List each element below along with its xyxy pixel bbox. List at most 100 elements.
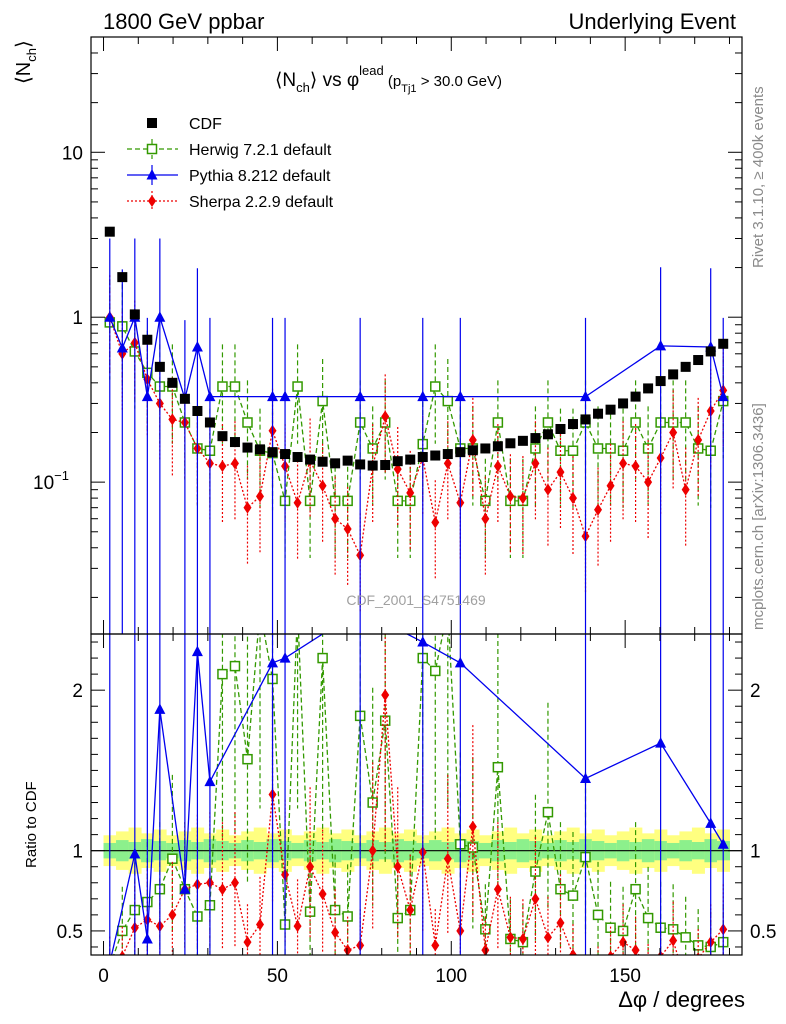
- sherpa-ratio-point: [243, 936, 252, 949]
- sherpa-point: [230, 457, 239, 470]
- cdf-point: [555, 423, 566, 434]
- cdf-point: [680, 361, 691, 372]
- pythia-ratio-point: [179, 883, 191, 894]
- cdf-point: [655, 376, 666, 387]
- ratio-y-tick-label: 2: [72, 681, 83, 702]
- legend-label-pythia: Pythia 8.212 default: [189, 168, 331, 185]
- cdf-point: [580, 414, 591, 425]
- herwig-point: [592, 443, 604, 454]
- header-left-label: 1800 GeV ppbar: [103, 9, 265, 34]
- cdf-point: [380, 460, 391, 471]
- sherpa-point: [594, 503, 603, 516]
- cdf-point: [630, 391, 641, 402]
- herwig-point: [567, 445, 579, 456]
- herwig-ratio-point: [642, 912, 654, 924]
- pythia-ratio-point: [191, 645, 203, 657]
- sherpa-point: [506, 490, 515, 503]
- ratio-x-tick-label: 150: [609, 966, 641, 987]
- pythia-point: [267, 390, 279, 402]
- herwig-ratio-point: [492, 761, 504, 773]
- pythia-point: [580, 390, 592, 402]
- sherpa-point: [381, 410, 390, 423]
- cdf-point: [217, 431, 228, 442]
- herwig-ratio-point: [430, 665, 441, 677]
- cdf-point: [442, 449, 453, 460]
- sherpa-ratio-point: [582, 973, 590, 985]
- herwig-ratio-point: [242, 753, 253, 765]
- sherpa-ratio-point: [393, 860, 402, 873]
- sherpa-point: [431, 516, 440, 529]
- pythia-ratio-point: [204, 775, 216, 787]
- header-right-label: Underlying Event: [568, 9, 736, 34]
- sherpa-point: [468, 434, 477, 447]
- main-panel-data: [104, 226, 729, 634]
- ratio-y-tick-label: 0.5: [750, 922, 776, 943]
- herwig-ratio-point: [229, 660, 241, 672]
- pythia-ratio-point: [279, 652, 291, 663]
- cdf-point: [718, 338, 729, 349]
- sherpa-point: [406, 486, 415, 499]
- cdf-point: [292, 452, 303, 463]
- pythia-point: [354, 390, 366, 402]
- ratio-axes: 0 50 100 150 0.5 0.5 1 1 2 2: [57, 634, 776, 987]
- sherpa-ratio-point: [331, 926, 340, 939]
- cdf-point: [605, 404, 616, 415]
- pythia-ratio-point: [417, 636, 429, 647]
- pythia-ratio-line: [110, 634, 724, 955]
- legend-entry-cdf: CDF: [147, 116, 222, 133]
- sherpa-ratio-point: [343, 944, 352, 955]
- sherpa-point: [694, 434, 703, 447]
- cdf-point: [267, 447, 278, 458]
- sherpa-point: [531, 457, 540, 470]
- ratio-y-tick-label: 2: [750, 681, 761, 702]
- sherpa-point: [243, 501, 252, 514]
- cdf-point: [305, 454, 316, 465]
- herwig-ratio-point: [293, 605, 302, 614]
- cdf-point: [192, 405, 203, 416]
- cdf-point: [618, 398, 629, 409]
- cdf-point: [179, 393, 190, 404]
- cdf-point: [317, 456, 328, 467]
- cdf-point: [430, 450, 441, 461]
- pythia-point: [417, 390, 429, 402]
- cdf-point: [405, 454, 416, 465]
- ratio-panel-data: [109, 605, 729, 985]
- main-axes: 10 1 10−1: [33, 36, 742, 634]
- sherpa-point: [543, 483, 552, 496]
- legend-entry-herwig: Herwig 7.2.1 default: [127, 139, 332, 159]
- sherpa-line: [109, 316, 724, 558]
- cdf-point: [355, 459, 366, 470]
- sherpa-ratio-point: [468, 820, 477, 833]
- pythia-ratio-point: [580, 772, 592, 783]
- cdf-point: [330, 458, 341, 469]
- pythia-point: [655, 339, 667, 351]
- cdf-point: [154, 361, 165, 372]
- x-axis-label: Δφ / degrees: [618, 987, 745, 1012]
- herwig-ratio-point: [542, 806, 554, 818]
- cdf-point: [204, 417, 215, 428]
- cdf-point: [542, 429, 553, 440]
- sherpa-point: [568, 492, 577, 505]
- cdf-point: [480, 443, 491, 454]
- cdf-point: [342, 455, 353, 466]
- sherpa-ratio-point: [594, 963, 602, 975]
- mcplots-label: mcplots.cern.ch [arXiv:1306.3436]: [750, 403, 767, 630]
- ratio-x-tick-label: 50: [267, 966, 288, 987]
- herwig-ratio-point: [680, 932, 691, 943]
- sherpa-ratio-point: [619, 936, 628, 949]
- sherpa-ratio-point: [368, 844, 377, 857]
- herwig-point: [430, 381, 441, 392]
- herwig-point: [542, 417, 554, 428]
- ratio-y-tick-label: 1: [72, 842, 83, 863]
- sherpa-ratio-point: [256, 918, 265, 931]
- herwig-point: [317, 395, 328, 407]
- legend-label-sherpa: Sherpa 2.2.9 default: [189, 194, 334, 211]
- legend-marker-pythia: [146, 169, 158, 180]
- sherpa-ratio-point: [669, 934, 678, 947]
- herwig-point: [492, 417, 504, 428]
- pythia-ratio-point: [705, 817, 717, 828]
- plot-title: ⟨Nch⟩ vs φlead (pTj1 > 30.0 GeV): [275, 63, 502, 95]
- ratio-x-tick-label: 100: [435, 966, 467, 987]
- sherpa-ratio-point: [543, 931, 552, 944]
- pythia-ratio-point: [129, 847, 141, 859]
